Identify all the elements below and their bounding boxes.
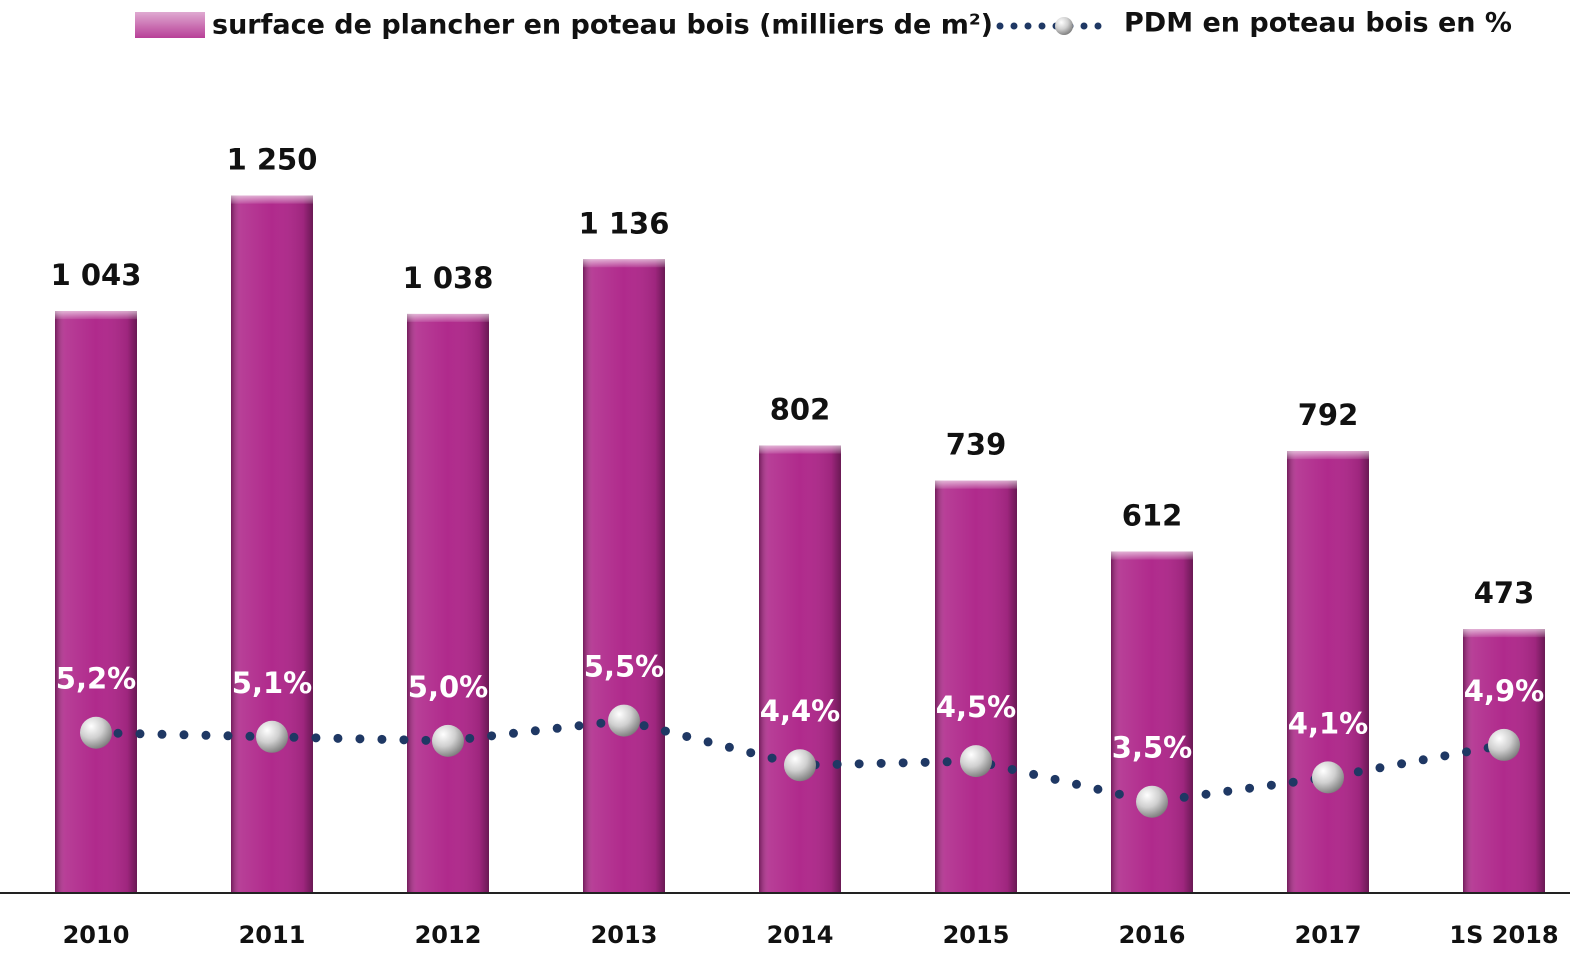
line-marker — [256, 720, 288, 753]
line-marker — [784, 749, 816, 782]
data-label: 4,5% — [936, 690, 1016, 724]
bar-cap — [231, 195, 313, 204]
x-tick-label: 2010 — [63, 921, 130, 949]
x-tick-label: 2017 — [1295, 921, 1362, 949]
bar-shade — [407, 313, 489, 893]
bar-shade — [55, 311, 137, 893]
bar-cap — [407, 313, 489, 322]
x-tick-label: 2016 — [1119, 921, 1186, 949]
data-label: 4,1% — [1288, 706, 1368, 740]
data-label: 1 038 — [403, 261, 494, 295]
data-label: 5,5% — [584, 650, 664, 684]
bar-cap — [1111, 551, 1193, 560]
x-tick-label: 1S 2018 — [1449, 921, 1558, 949]
x-tick-label: 2013 — [591, 921, 658, 949]
bar-cap — [583, 259, 665, 268]
legend-label: surface de plancher en poteau bois (mill… — [212, 10, 993, 41]
data-label: 1 250 — [227, 143, 318, 177]
data-label: 5,1% — [232, 666, 312, 700]
bar-shade — [935, 480, 1017, 893]
x-tick-label: 2011 — [239, 921, 306, 949]
bar-cap — [1463, 629, 1545, 638]
data-label: 473 — [1474, 576, 1535, 610]
line-marker — [608, 704, 640, 737]
line — [91, 716, 1509, 807]
x-tick-label: 2012 — [415, 921, 482, 949]
data-label: 802 — [770, 393, 831, 427]
legend-swatch-shade — [135, 12, 205, 38]
bar-cap — [1287, 451, 1369, 460]
legend-label: PDM en poteau bois en % — [1124, 8, 1512, 39]
bar-cap — [759, 445, 841, 454]
bar-cap — [55, 311, 137, 320]
data-label: 792 — [1298, 398, 1359, 432]
data-label: 3,5% — [1112, 731, 1192, 765]
bar-shade — [1463, 629, 1545, 893]
bar-cap — [935, 480, 1017, 489]
data-label: 4,9% — [1464, 674, 1544, 708]
line-marker — [1136, 785, 1168, 818]
data-label: 612 — [1122, 499, 1183, 533]
line-marker — [960, 745, 992, 778]
line-marker — [80, 716, 112, 749]
line-marker — [1488, 728, 1520, 761]
data-label: 4,4% — [760, 694, 840, 728]
x-tick-label: 2015 — [943, 921, 1010, 949]
bar-shade — [1111, 551, 1193, 893]
line-marker — [432, 724, 464, 757]
data-label: 739 — [946, 428, 1007, 462]
line-marker — [1312, 761, 1344, 794]
legend: surface de plancher en poteau bois (mill… — [135, 8, 1512, 41]
legend-marker — [1055, 17, 1073, 35]
bar-shade — [1287, 451, 1369, 893]
data-label: 1 136 — [579, 206, 670, 240]
bar-shade — [583, 259, 665, 893]
x-tick-label: 2014 — [767, 921, 834, 949]
data-label: 1 043 — [51, 258, 142, 292]
data-label: 5,2% — [56, 662, 136, 696]
bar-shade — [759, 445, 841, 893]
bar-shade — [231, 195, 313, 893]
data-label: 5,0% — [408, 670, 488, 704]
